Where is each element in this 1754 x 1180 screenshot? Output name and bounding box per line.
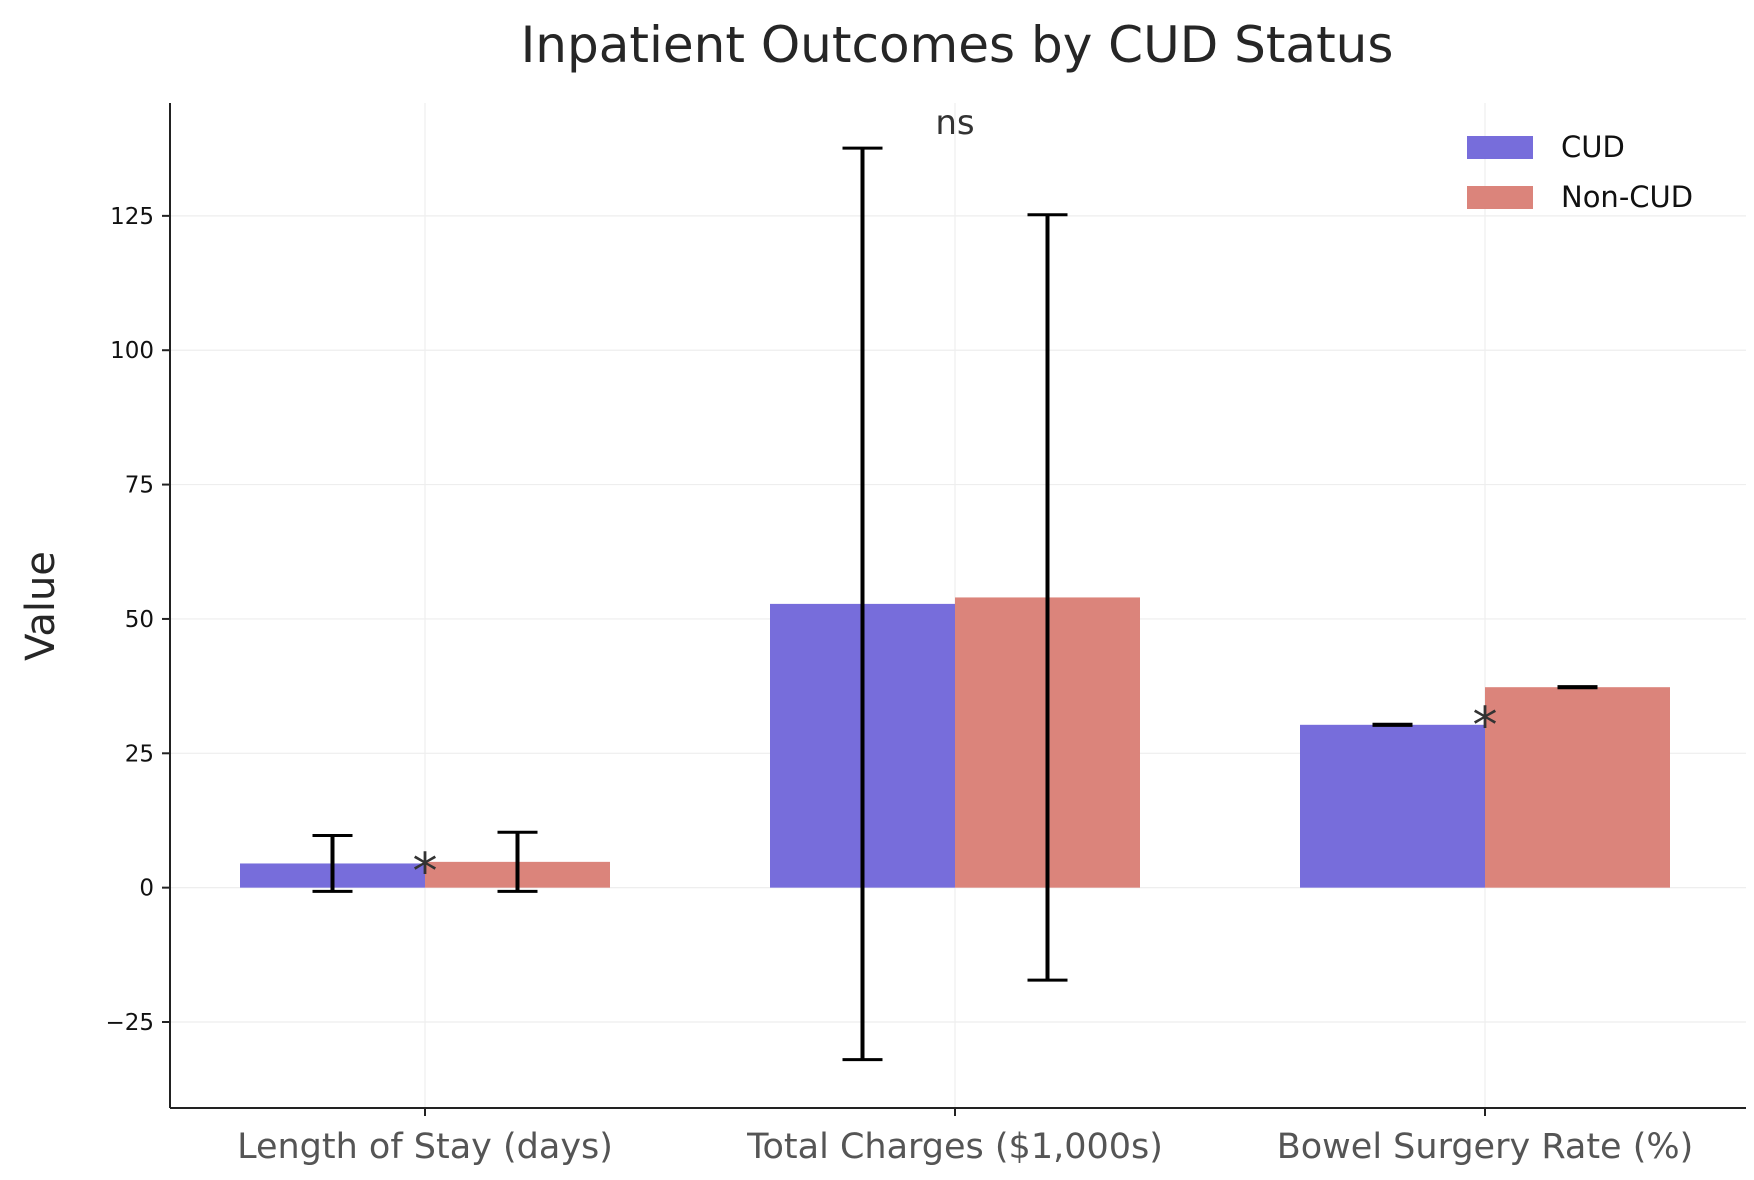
bars [240, 597, 1670, 888]
significance-label: * [1473, 697, 1498, 755]
y-tick-label: 0 [139, 876, 154, 902]
bar-cud [1300, 724, 1485, 888]
legend-swatch [1467, 136, 1533, 159]
legend-label: Non-CUD [1561, 180, 1693, 214]
ticks: −25 0 25 50 75 100 125 Length of Stay (days) Tot… [105, 204, 1693, 1167]
significance-label: * [413, 842, 438, 900]
y-tick-label: 100 [110, 338, 154, 364]
axes [169, 103, 1746, 1109]
x-tick-label: Length of Stay (days) [237, 1127, 613, 1167]
y-tick-label: 50 [125, 607, 154, 633]
y-axis-label: Value [18, 551, 64, 661]
x-tick-label: Bowel Surgery Rate (%) [1277, 1127, 1694, 1167]
y-tick-label: 75 [125, 473, 154, 499]
legend: CUD Non-CUD [1467, 130, 1693, 214]
y-tick-label: −25 [105, 1010, 154, 1036]
y-tick-label: 125 [110, 204, 154, 230]
x-tick-label: Total Charges ($1,000s) [746, 1127, 1163, 1167]
bar-non-cud [1485, 687, 1670, 888]
chart-title: Inpatient Outcomes by CUD Status [521, 16, 1394, 74]
significance-annotations: * ns * [413, 103, 1498, 900]
error-bars [312, 146, 1598, 1062]
legend-swatch [1467, 186, 1533, 209]
legend-label: CUD [1561, 130, 1625, 164]
significance-label: ns [935, 103, 974, 143]
y-tick-label: 25 [125, 741, 154, 767]
